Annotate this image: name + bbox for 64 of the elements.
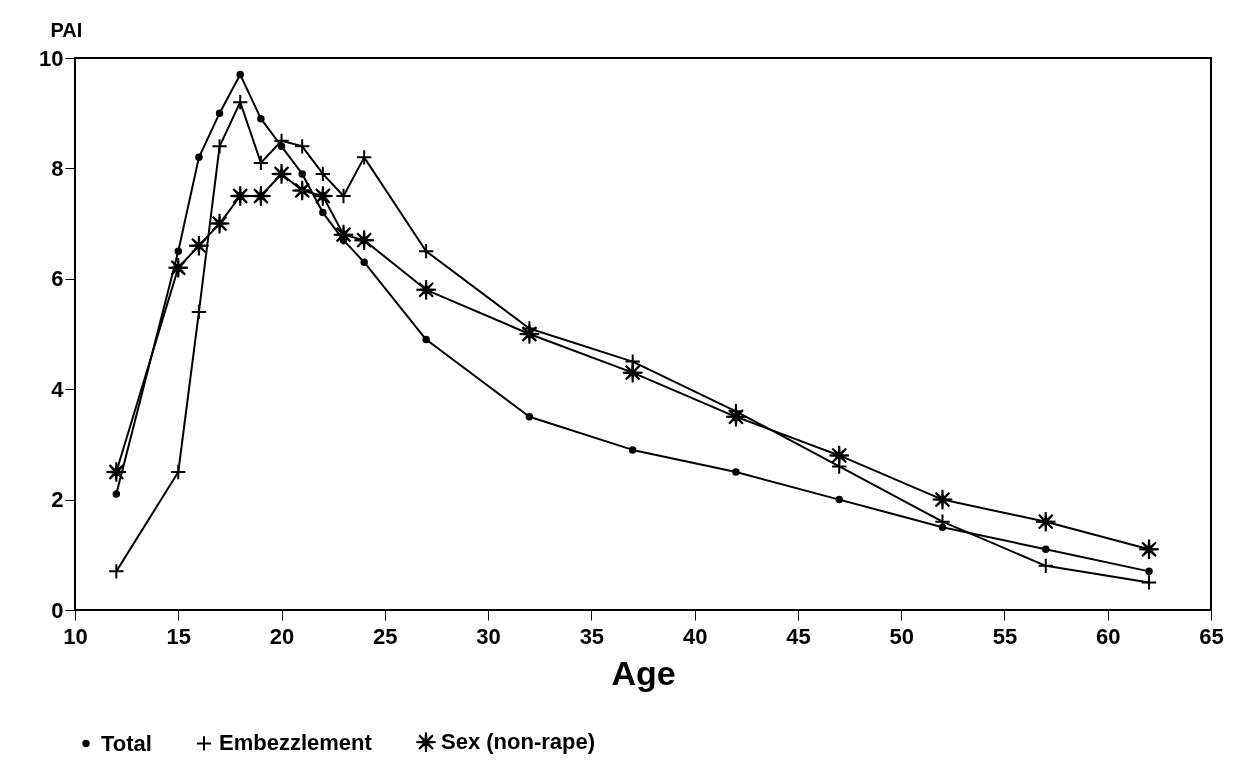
x-tick-label: 30 [476,623,501,649]
y-tick-label: 0 [51,597,64,623]
y-tick-label: 8 [51,155,64,181]
point [215,109,224,117]
point [319,208,327,217]
x-tick-label: 50 [889,623,914,649]
point [1145,567,1153,576]
point [417,243,435,260]
y-axis-title: PAI [50,18,83,41]
point [188,234,210,257]
point [621,361,644,384]
point [835,495,843,504]
point [174,247,183,255]
x-tick-label: 35 [579,623,605,649]
point [208,212,231,235]
x-tick-label: 60 [1095,623,1121,649]
point [828,444,850,467]
point [1140,574,1158,591]
point [294,138,311,155]
x-tick-label: 15 [166,623,192,649]
point [252,154,270,172]
point [211,138,228,155]
point [270,163,293,185]
point [1042,545,1050,554]
point [170,463,187,481]
point [931,488,954,511]
point [628,446,637,454]
point [1037,557,1054,574]
point [112,490,121,498]
x-tick-label: 65 [1199,623,1224,649]
x-tick-label: 40 [682,623,708,649]
point [167,257,190,279]
x-axis-title: Age [611,653,676,692]
point [518,323,541,345]
point [314,165,332,183]
point [335,187,352,205]
point [422,335,430,344]
point [1035,510,1057,533]
point [236,70,244,79]
point [356,149,373,166]
x-tick-label: 20 [269,623,295,649]
point [257,114,265,123]
y-tick-label: 4 [51,376,65,402]
point [195,153,203,162]
point [105,461,128,483]
x-tick-label: 25 [373,623,398,649]
point [108,563,125,580]
point [291,179,313,202]
legend-label: Embezzlement [219,730,373,756]
point [732,468,740,476]
point [1138,538,1160,561]
x-tick-label: 55 [992,623,1018,649]
point [360,258,368,266]
point [232,94,249,111]
y-tick-label: 6 [51,266,64,292]
x-tick-label: 45 [786,623,811,649]
point [190,303,208,321]
legend-label: Sex (non-rape) [441,729,596,755]
point [525,413,534,421]
y-tick-label: 10 [39,45,64,71]
y-tick-label: 2 [51,487,64,513]
legend-label: Total [101,730,152,756]
point [332,223,355,246]
point [298,170,306,178]
